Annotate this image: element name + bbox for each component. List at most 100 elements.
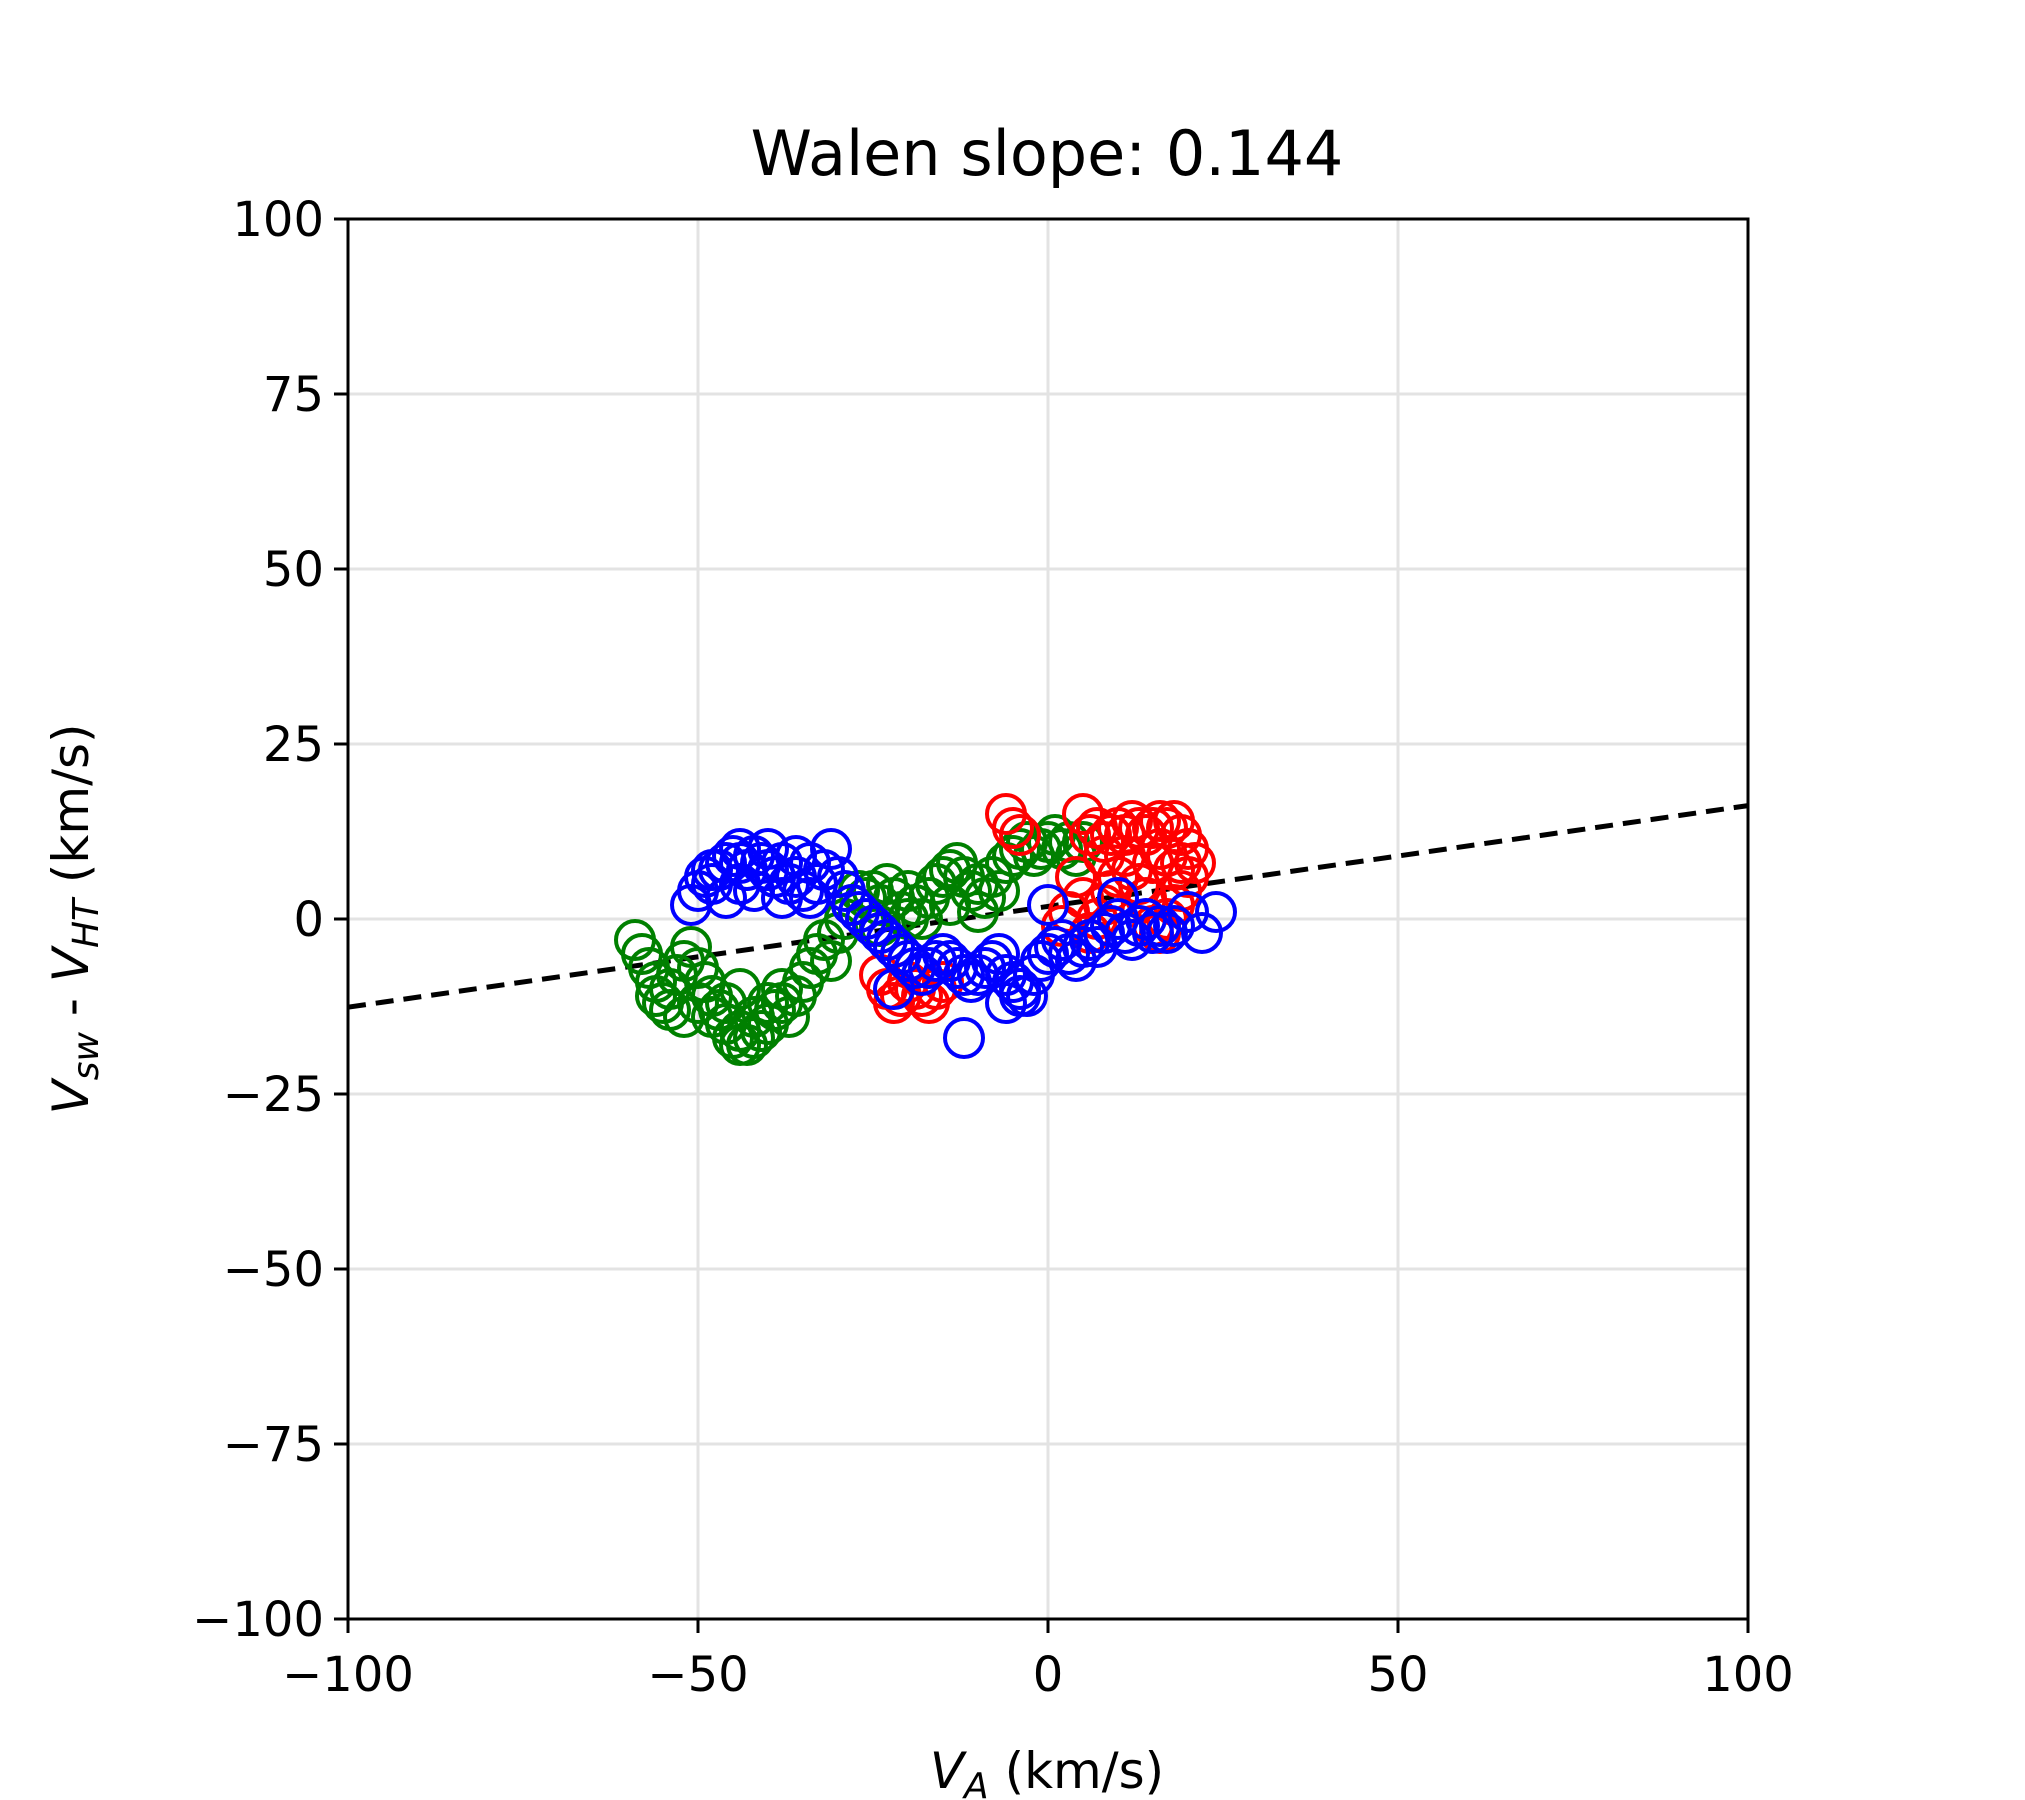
data-point [1195,891,1237,933]
data-point [1146,912,1188,954]
data-point [1062,793,1104,835]
data-point [845,898,887,940]
data-point [670,926,712,968]
data-point [943,1017,985,1059]
data-point [635,975,677,1017]
y-tick-label: 0 [293,892,324,948]
data-point [705,877,747,919]
data-point [859,912,901,954]
x-tick-label: −50 [647,1647,748,1703]
data-point [1020,940,1062,982]
data-point [908,877,950,919]
data-point [1139,905,1181,947]
data-point [705,982,747,1024]
chart-title: Walen slope: 0.144 [751,117,1344,190]
data-point [852,905,894,947]
data-point [761,877,803,919]
y-label-sub2: HT [66,896,107,948]
y-tick-label: 100 [232,192,324,248]
data-point [1153,849,1195,891]
data-point [649,989,691,1031]
y-tick-label: −75 [223,1417,324,1473]
data-point [838,891,880,933]
x-tick-label: 100 [1702,1647,1794,1703]
y-tick-label: −100 [192,1592,324,1648]
data-point [943,954,985,996]
x-label-unit: (km/s) [989,1742,1164,1800]
fit-line [347,803,1749,1010]
data-point [866,919,908,961]
x-tick-label: 0 [1033,1647,1064,1703]
data-point [957,891,999,933]
data-point [810,940,852,982]
data-point [1181,912,1223,954]
data-point [1153,905,1195,947]
data-point [929,884,971,926]
data-point [992,807,1034,849]
data-point [733,870,775,912]
data-point [691,996,733,1038]
data-point [1083,835,1125,877]
y-tick-label: 75 [263,367,324,423]
data-point [1062,926,1104,968]
x-axis-ticks: −100 −50 0 50 100 [282,1619,1794,1703]
y-axis-ticks: −100 −75 −50 −25 0 25 50 75 100 [192,192,348,1648]
y-label-unit: (km/s) [42,723,100,898]
y-label-main1: V [42,1077,100,1115]
data-point [789,842,831,884]
data-point [677,982,719,1024]
data-point [873,968,915,1010]
data-point [915,940,957,982]
y-tick-label: −25 [223,1067,324,1123]
data-point [999,814,1041,856]
data-point [810,828,852,870]
data-point [761,968,803,1010]
x-label-sub: A [962,1766,989,1800]
data-point [1167,891,1209,933]
x-label-main: V [930,1742,968,1800]
data-point [1097,877,1139,919]
data-point [971,940,1013,982]
y-label-sub1: sw [66,1032,107,1081]
data-point [733,996,775,1038]
x-tick-label: 50 [1367,1647,1428,1703]
data-point [1139,828,1181,870]
data-point [719,968,761,1010]
y-axis-label: Vsw - VHT (km/s) [42,723,107,1114]
data-point [1090,814,1132,856]
data-point [1083,821,1125,863]
data-point [922,933,964,975]
data-point [1027,884,1069,926]
data-point [978,870,1020,912]
data-point [985,954,1027,996]
data-point [1132,912,1174,954]
grid [346,217,1750,1621]
data-point [999,975,1041,1017]
data-point [691,849,733,891]
data-point [873,982,915,1024]
y-label-mid: - [42,982,100,1032]
data-point [719,1010,761,1052]
data-point [768,996,810,1038]
fit-line-group [347,803,1749,1010]
data-point [1013,835,1055,877]
data-point [992,835,1034,877]
y-tick-label: 50 [263,542,324,598]
data-point [747,828,789,870]
y-tick-label: −50 [223,1242,324,1298]
series-2 [670,828,1237,1059]
data-point [964,947,1006,989]
data-point [1132,807,1174,849]
scatter-points [614,793,1237,1066]
data-point [873,926,915,968]
data-point [719,828,761,870]
data-point [1125,814,1167,856]
x-axis-label: VA (km/s) [930,1742,1164,1800]
y-label-main2: V [42,944,100,982]
data-point [901,898,943,940]
y-tick-label: 25 [263,717,324,773]
data-point [1160,842,1202,884]
x-tick-label: −100 [282,1647,414,1703]
data-point [831,884,873,926]
